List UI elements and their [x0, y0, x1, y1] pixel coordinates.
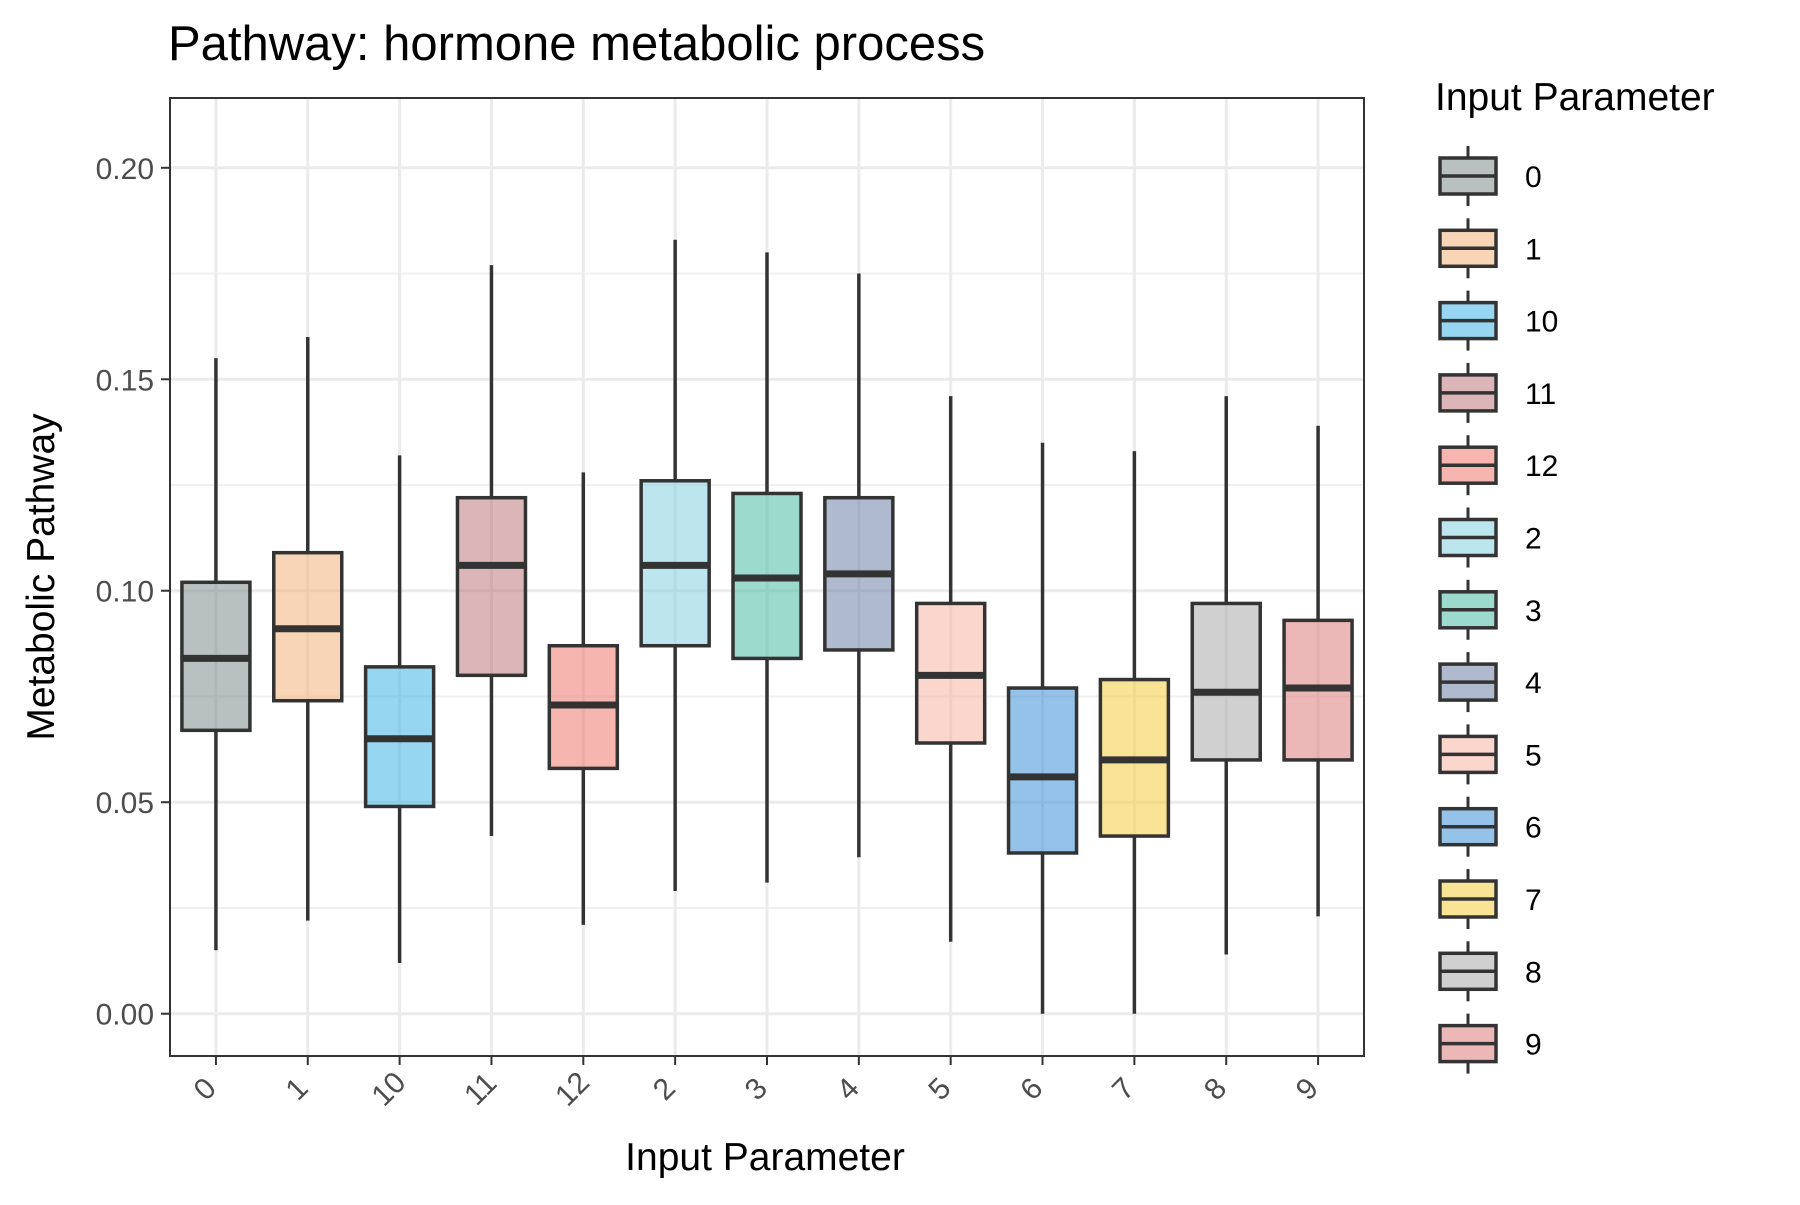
y-tick-label: 0.05 — [96, 787, 154, 820]
box-8 — [1190, 396, 1262, 955]
box-body — [455, 495, 528, 678]
legend-label: 1 — [1525, 233, 1542, 266]
y-tick-label: 0.15 — [96, 364, 154, 397]
box-11 — [455, 265, 528, 837]
box-4 — [823, 273, 895, 858]
legend-label: 11 — [1525, 378, 1556, 411]
box-6 — [1006, 442, 1079, 1014]
legend-label: 9 — [1525, 1029, 1542, 1062]
legend: 0 1 10 11 12 2 3 4 5 6 7 8 9 — [1438, 146, 1558, 1074]
legend-item-9: 9 — [1438, 1013, 1542, 1074]
y-tick-label: 0.10 — [96, 576, 154, 609]
legend-label: 7 — [1525, 884, 1542, 917]
legend-label: 6 — [1525, 812, 1542, 845]
box-0 — [180, 358, 252, 951]
legend-label: 5 — [1525, 739, 1542, 772]
legend-item-0: 0 — [1438, 146, 1542, 206]
x-tick-label: 6 — [1014, 1072, 1049, 1107]
legend-label: 2 — [1525, 523, 1542, 556]
plot-area: 0.00 0.05 0.10 0.15 0.20 0 1 10 11 12 2 3 4 5 6 7 8 9 — [96, 97, 1365, 1113]
x-tick-label: 5 — [922, 1072, 957, 1107]
x-tick-label: 0 — [188, 1072, 223, 1107]
box-body — [1190, 601, 1262, 762]
legend-item-1: 1 — [1438, 218, 1542, 279]
box-12 — [547, 472, 620, 925]
x-tick-label: 2 — [647, 1072, 682, 1107]
box-5 — [914, 396, 987, 942]
box-3 — [731, 252, 803, 883]
box-9 — [1282, 425, 1354, 917]
legend-item-5: 5 — [1438, 724, 1542, 785]
legend-title: Input Parameter — [1435, 76, 1715, 119]
chart-title: Pathway: hormone metabolic process — [168, 17, 985, 71]
legend-label: 4 — [1525, 667, 1542, 700]
legend-item-6: 6 — [1438, 796, 1542, 857]
legend-item-8: 8 — [1438, 941, 1542, 1002]
legend-label: 0 — [1525, 161, 1542, 194]
legend-item-3: 3 — [1438, 579, 1542, 640]
y-tick-label: 0.20 — [96, 153, 154, 186]
box-10 — [363, 455, 436, 963]
box-body — [1006, 686, 1079, 855]
x-tick-label: 4 — [831, 1072, 866, 1107]
legend-item-2: 2 — [1438, 507, 1542, 568]
legend-label: 3 — [1525, 595, 1542, 628]
legend-label: 8 — [1525, 956, 1542, 989]
box-1 — [272, 336, 344, 921]
x-axis-title: Input Parameter — [625, 1136, 905, 1179]
x-tick-label: 11 — [458, 1067, 503, 1112]
legend-item-10: 10 — [1438, 290, 1558, 351]
x-tick-label: 1 — [279, 1072, 314, 1107]
x-tick-label: 10 — [365, 1066, 412, 1113]
box-7 — [1098, 451, 1171, 1014]
y-axis-title: Metabolic Pathway — [20, 413, 63, 741]
x-tick-label: 3 — [739, 1072, 774, 1107]
x-tick-label: 9 — [1290, 1072, 1325, 1107]
box-2 — [639, 239, 711, 892]
legend-label: 12 — [1525, 450, 1558, 483]
x-tick-label: 12 — [549, 1066, 596, 1113]
legend-item-7: 7 — [1438, 869, 1542, 929]
legend-label: 10 — [1525, 306, 1558, 339]
legend-item-4: 4 — [1438, 652, 1542, 713]
legend-item-12: 12 — [1438, 435, 1558, 496]
x-tick-label: 7 — [1106, 1072, 1141, 1107]
legend-item-11: 11 — [1438, 362, 1556, 423]
x-tick-label: 8 — [1198, 1072, 1233, 1107]
y-tick-label: 0.00 — [96, 999, 154, 1032]
